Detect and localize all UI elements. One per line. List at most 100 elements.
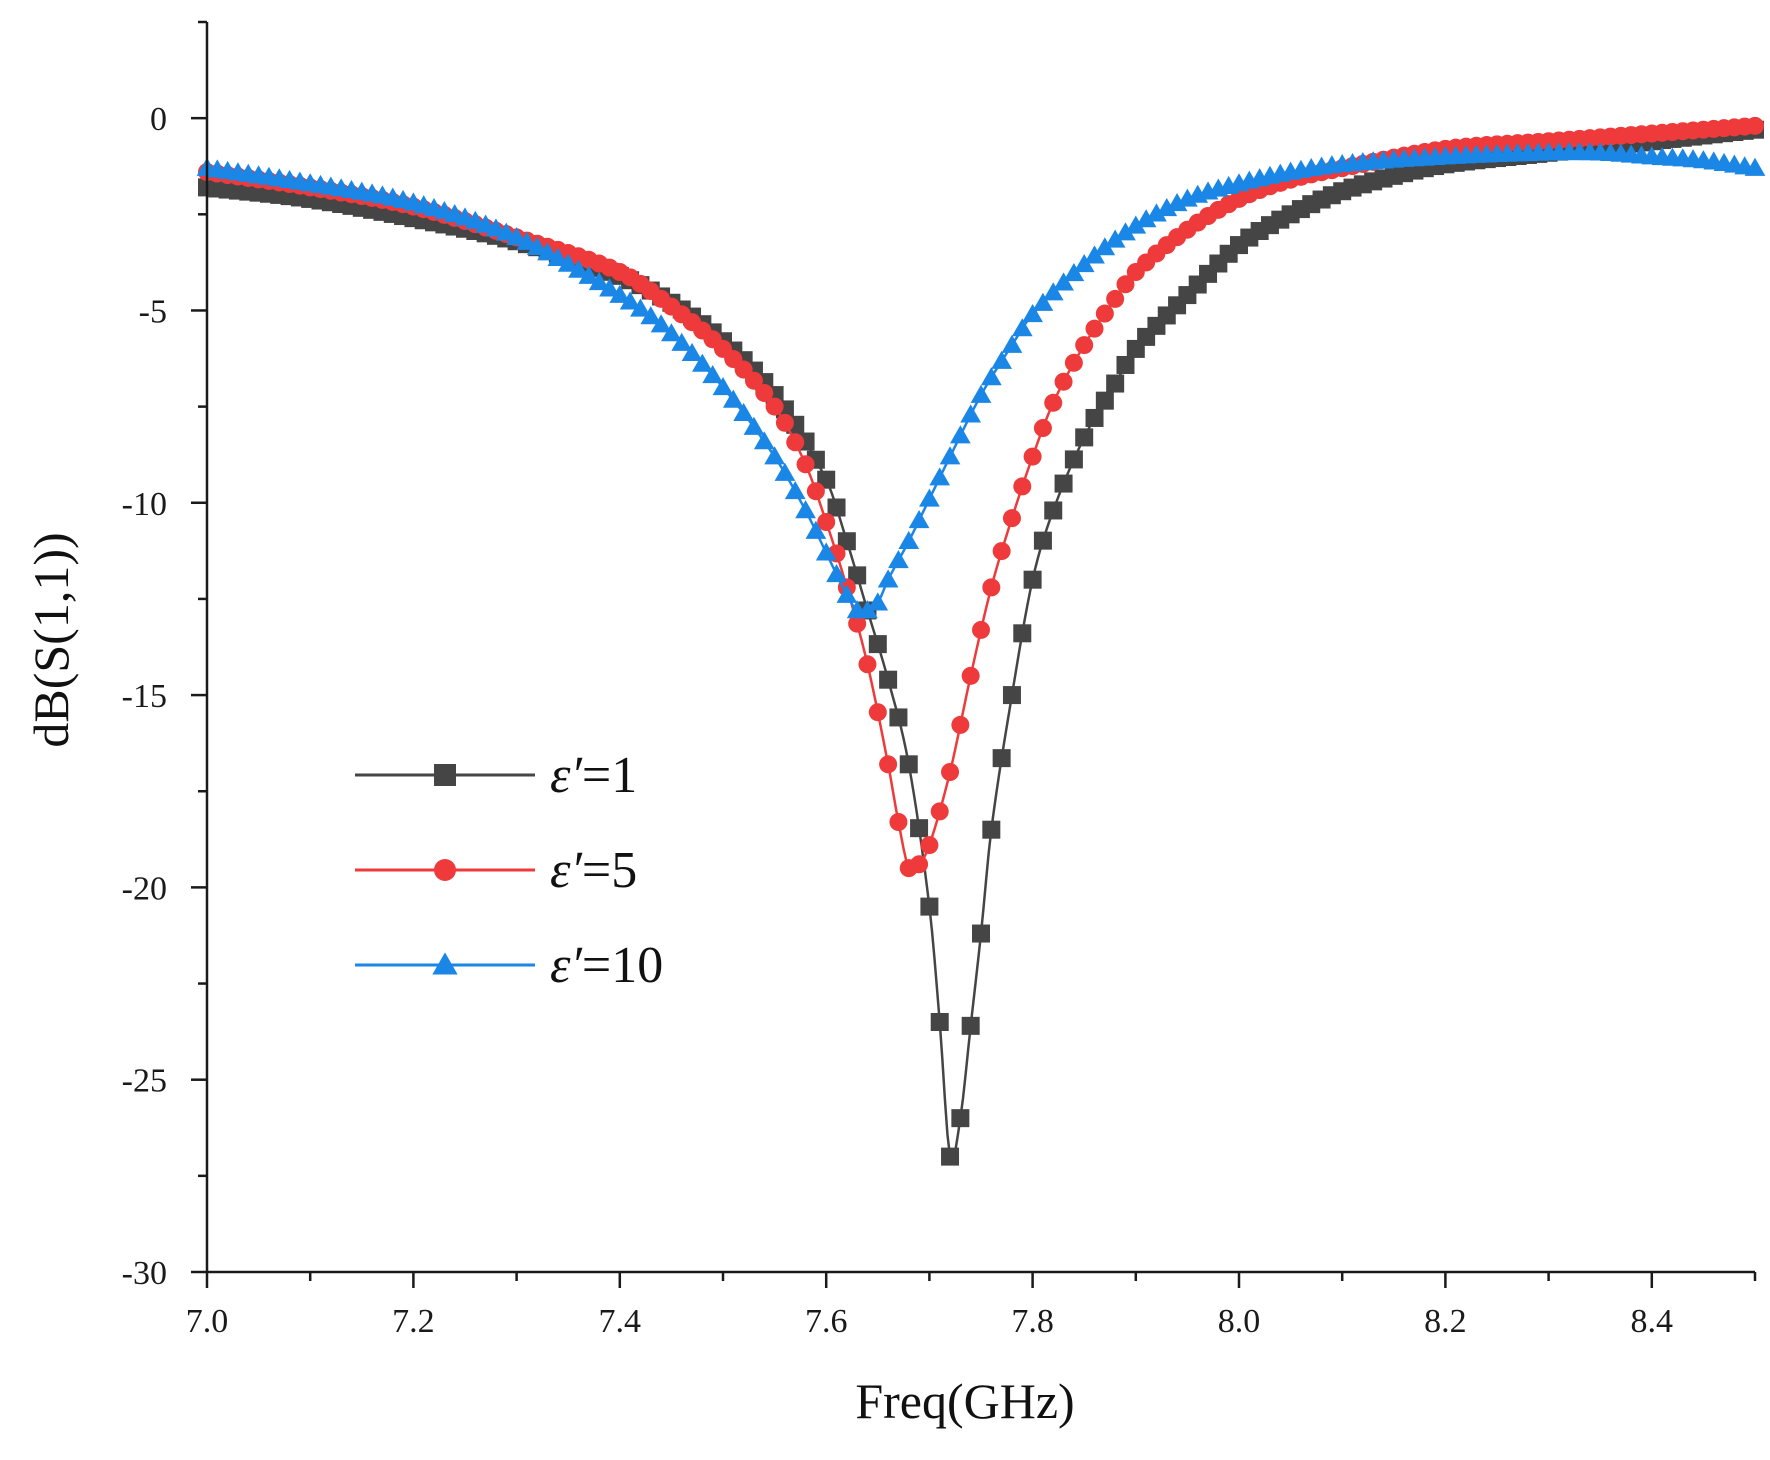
data-point-marker xyxy=(920,836,939,855)
data-point-marker xyxy=(786,433,805,452)
legend-marker xyxy=(434,859,456,881)
data-point-marker xyxy=(910,855,929,874)
data-point-marker xyxy=(991,350,1012,369)
data-point-marker xyxy=(1746,116,1764,135)
data-point-marker xyxy=(889,813,908,831)
data-point-marker xyxy=(764,446,785,465)
data-point-marker xyxy=(1095,304,1114,323)
data-point-marker xyxy=(1106,374,1125,393)
data-point-marker xyxy=(630,298,651,317)
data-point-marker xyxy=(930,1013,949,1031)
legend-label: ε′=5 xyxy=(550,842,637,899)
data-point-marker xyxy=(599,278,620,297)
data-point-marker xyxy=(795,500,816,519)
data-point-marker xyxy=(743,416,765,435)
data-point-marker xyxy=(961,1016,980,1035)
data-point-marker xyxy=(951,715,970,734)
x-tick-label: 7.6 xyxy=(805,1303,848,1340)
data-point-marker xyxy=(817,470,836,489)
data-point-marker xyxy=(992,542,1011,561)
data-point-marker xyxy=(1094,237,1116,256)
data-point-marker xyxy=(1032,292,1054,311)
data-point-marker xyxy=(1085,319,1104,338)
data-point-marker xyxy=(547,247,569,266)
legend-marker xyxy=(432,952,458,975)
data-point-marker xyxy=(858,655,877,674)
data-point-marker xyxy=(1116,275,1135,294)
series-line xyxy=(206,124,1756,873)
data-point-marker xyxy=(910,819,929,838)
legend-label: ε′=1 xyxy=(550,747,637,804)
data-point-marker xyxy=(939,446,961,465)
data-point-marker xyxy=(526,236,548,256)
data-point-marker xyxy=(960,404,982,423)
data-point-marker xyxy=(1044,393,1063,412)
data-point-marker xyxy=(929,467,951,486)
data-point-marker xyxy=(784,481,806,500)
data-point-marker xyxy=(722,389,744,408)
data-point-marker xyxy=(671,332,693,351)
data-point-marker xyxy=(753,431,775,450)
data-point-marker xyxy=(702,365,724,384)
y-tick-label: -15 xyxy=(122,678,167,715)
data-point-marker xyxy=(661,323,682,342)
data-point-marker xyxy=(1084,245,1105,264)
x-tick-label: 8.4 xyxy=(1631,1303,1674,1340)
legend-value: =5 xyxy=(582,842,637,899)
data-point-marker xyxy=(908,509,930,529)
data-point-marker xyxy=(877,569,899,588)
data-point-marker xyxy=(889,708,908,727)
data-point-marker xyxy=(516,231,538,250)
y-tick-label: -25 xyxy=(122,1063,167,1100)
data-point-marker xyxy=(774,462,796,481)
data-point-marker xyxy=(1054,372,1073,391)
data-point-marker xyxy=(640,306,662,325)
data-point-marker xyxy=(857,600,878,619)
data-point-marker xyxy=(1104,229,1126,248)
plot-series-layer xyxy=(196,116,1766,1166)
legend-label: ε′=10 xyxy=(550,937,663,994)
data-point-marker xyxy=(557,253,579,272)
data-point-marker xyxy=(941,1147,960,1166)
data-point-marker xyxy=(805,520,827,539)
series-line xyxy=(206,128,1756,1164)
data-point-marker xyxy=(588,271,610,291)
data-point-marker xyxy=(1001,334,1023,353)
data-point-marker xyxy=(733,402,754,421)
data-point-marker xyxy=(609,284,631,303)
data-point-marker xyxy=(879,670,898,689)
data-point-marker xyxy=(1033,531,1052,550)
data-point-marker xyxy=(1115,222,1136,241)
plot-frame xyxy=(205,22,1755,1274)
data-point-marker xyxy=(941,763,960,781)
data-point-marker xyxy=(537,242,558,261)
data-point-marker xyxy=(982,578,1001,597)
x-tick-label: 7.0 xyxy=(186,1303,229,1340)
data-point-marker xyxy=(817,513,836,531)
data-point-marker xyxy=(1033,419,1052,438)
data-point-marker xyxy=(1042,282,1064,301)
data-point-marker xyxy=(1023,447,1042,466)
data-point-marker xyxy=(837,532,856,551)
data-point-marker xyxy=(1146,203,1167,222)
data-point-marker xyxy=(650,314,672,333)
data-point-marker xyxy=(919,488,940,507)
data-point-marker xyxy=(712,377,734,396)
data-point-marker xyxy=(1744,157,1766,176)
data-point-marker xyxy=(1044,501,1063,520)
data-point-marker xyxy=(506,227,527,246)
data-point-marker xyxy=(961,666,980,685)
data-point-marker xyxy=(1064,353,1083,372)
data-point-marker xyxy=(951,1109,970,1128)
y-tick-label: -5 xyxy=(139,293,167,330)
data-point-marker xyxy=(1073,253,1095,273)
legend-epsilon-symbol: ε′ xyxy=(550,842,583,899)
x-axis-title: Freq(GHz) xyxy=(855,1373,1074,1429)
data-point-marker xyxy=(1075,336,1094,355)
data-point-marker xyxy=(868,703,887,722)
data-point-marker xyxy=(899,755,918,774)
data-point-marker xyxy=(568,259,589,278)
data-point-marker xyxy=(1095,391,1114,410)
data-point-marker xyxy=(1023,570,1042,589)
data-point-marker xyxy=(755,383,774,402)
